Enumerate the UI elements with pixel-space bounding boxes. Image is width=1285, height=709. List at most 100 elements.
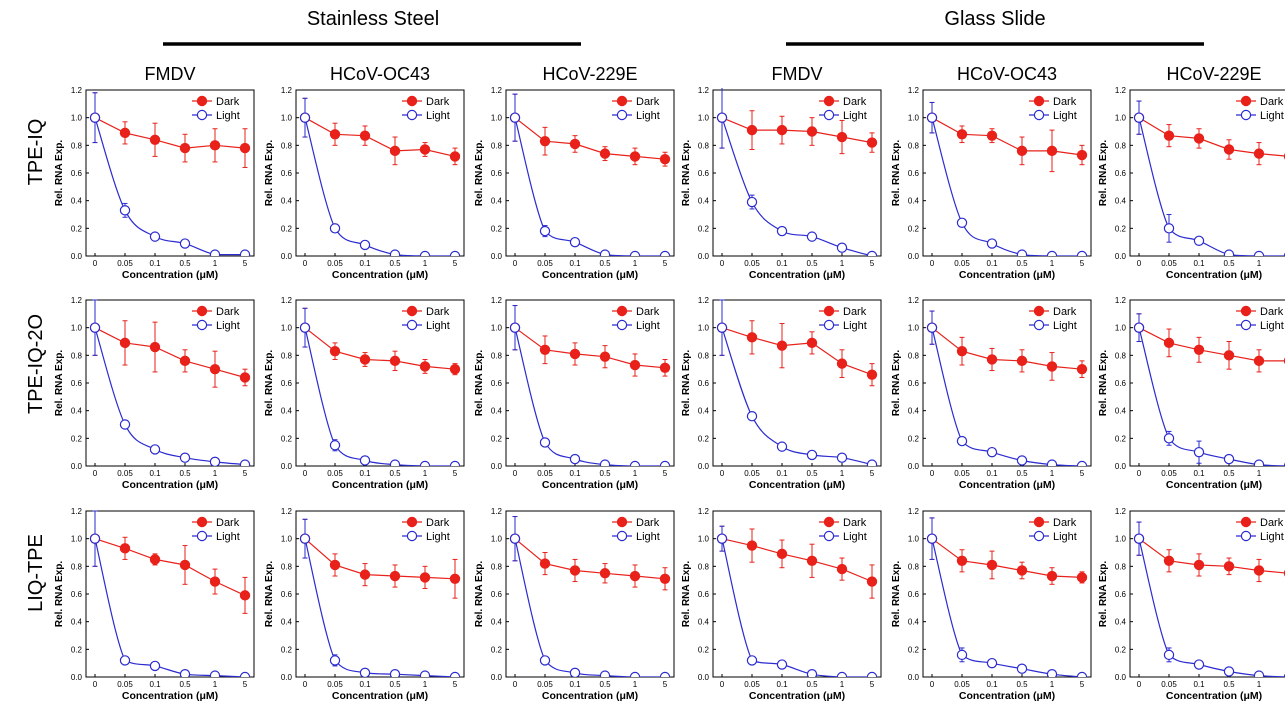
figure-headers: Stainless Steel Glass Slide TPE-IQ TPE-I… <box>25 8 1204 612</box>
data-point-light <box>1016 249 1028 256</box>
y-tick-label: 1.0 <box>908 114 920 123</box>
data-point-light <box>629 460 641 466</box>
y-tick-label: 0.2 <box>491 434 503 443</box>
y-tick-label: 1.2 <box>698 507 710 516</box>
x-tick-label: 0.05 <box>117 469 133 478</box>
data-point-dark <box>1193 559 1205 571</box>
data-point-dark <box>1163 337 1175 349</box>
data-point-light <box>449 250 461 256</box>
legend-label: Dark <box>216 306 240 318</box>
x-tick-label: 1 <box>840 469 845 478</box>
y-tick-label: 0.2 <box>698 434 710 443</box>
data-point-dark <box>209 576 221 587</box>
x-axis-label: Concentration (μM) <box>542 269 638 281</box>
data-point-light <box>149 660 161 672</box>
x-tick-label: 0.1 <box>776 259 788 268</box>
data-point-light <box>149 444 161 455</box>
data-point-dark <box>419 361 431 372</box>
data-point-dark <box>776 548 788 560</box>
data-point-light <box>389 249 401 256</box>
x-tick-label: 5 <box>243 680 248 689</box>
legend-marker <box>1240 516 1252 528</box>
y-tick-label: 0.2 <box>281 645 293 654</box>
y-tick-label: 0.2 <box>1115 645 1127 654</box>
y-tick-label: 0.8 <box>491 351 503 360</box>
chart-panel-r0-c4: HCoV-OC43 0.0 0.2 0.4 0.6 0.8 1.0 1.2 0 0.05 0.1 0.… <box>891 64 1092 281</box>
y-tick-label: 0.0 <box>1115 462 1127 471</box>
data-point-dark <box>659 362 671 373</box>
data-point-dark <box>836 131 848 143</box>
legend-label: Dark <box>636 96 660 108</box>
y-tick-label: 0.0 <box>908 252 920 261</box>
data-point-light <box>659 460 671 466</box>
y-tick-label: 0.0 <box>491 252 503 261</box>
data-point-dark <box>149 134 161 145</box>
x-tick-label: 0 <box>720 259 725 268</box>
legend-label: Dark <box>1260 306 1284 318</box>
series-line-dark <box>721 327 873 376</box>
legend-label: Dark <box>1260 96 1284 108</box>
series-line-light <box>514 538 665 677</box>
legend-marker <box>823 305 835 317</box>
chart-panel-r0-c0: FMDV 0.0 0.2 0.4 0.6 0.8 1.0 1.2 0 0.05 0.1 0.5 1 5 Co… <box>54 64 255 281</box>
x-tick-label: 0.1 <box>569 469 581 478</box>
legend-marker <box>196 530 208 542</box>
data-point-light <box>956 435 968 447</box>
y-tick-label: 0.2 <box>698 645 710 654</box>
data-point-dark <box>359 569 371 580</box>
x-tick-label: 0.1 <box>986 259 998 268</box>
data-point-light <box>599 249 611 256</box>
data-point-light <box>986 657 998 669</box>
data-point-light <box>179 238 191 249</box>
x-tick-label: 0.5 <box>599 259 611 268</box>
data-point-dark <box>1163 555 1175 567</box>
x-tick-label: 5 <box>663 469 668 478</box>
legend-label: Dark <box>426 517 450 529</box>
series-line-dark <box>721 538 873 583</box>
legend-marker <box>823 319 835 331</box>
legend-marker <box>1240 305 1252 317</box>
legend-marker <box>616 95 628 107</box>
x-tick-label: 5 <box>1080 469 1085 478</box>
data-point-light <box>89 322 101 333</box>
legend-marker <box>1240 319 1252 331</box>
data-point-light <box>866 250 878 256</box>
legend-marker <box>406 95 418 107</box>
data-point-light <box>539 437 551 448</box>
y-axis-label: Rel. RNA Exp. <box>54 561 65 628</box>
x-tick-label: 0.1 <box>1193 259 1205 268</box>
x-tick-label: 0 <box>930 259 935 268</box>
data-point-dark <box>806 337 818 349</box>
data-point-dark <box>599 148 611 159</box>
data-point-light <box>1016 455 1028 466</box>
x-tick-label: 0.05 <box>744 259 760 268</box>
x-tick-label: 0 <box>513 680 518 689</box>
legend-label: Dark <box>636 517 660 529</box>
y-tick-label: 1.0 <box>1115 535 1127 544</box>
x-tick-label: 0.05 <box>954 469 970 478</box>
y-tick-label: 0.4 <box>491 618 503 627</box>
chart-panel-r0-c3: FMDV 0.0 0.2 0.4 0.6 0.8 1.0 1.2 0 0.05 0.1 0.5 1 5 Co… <box>681 64 882 281</box>
y-tick-label: 0.2 <box>491 224 503 233</box>
data-point-light <box>986 446 998 458</box>
x-tick-label: 0.05 <box>1161 680 1177 689</box>
x-axis-label: Concentration (μM) <box>959 690 1055 702</box>
x-tick-label: 1 <box>213 469 218 478</box>
series-light <box>509 305 671 466</box>
data-point-light <box>1133 322 1145 333</box>
y-axis-label: Rel. RNA Exp. <box>54 140 65 207</box>
data-point-light <box>836 671 848 677</box>
legend-marker <box>616 319 628 331</box>
x-tick-label: 0.5 <box>1223 259 1235 268</box>
y-tick-label: 0.0 <box>1115 673 1127 682</box>
x-tick-label: 0.05 <box>744 469 760 478</box>
y-tick-label: 1.0 <box>281 535 293 544</box>
x-tick-label: 0.5 <box>1223 680 1235 689</box>
data-point-dark <box>539 558 551 569</box>
data-point-light <box>926 112 938 123</box>
legend-label: Dark <box>636 306 660 318</box>
data-point-light <box>776 659 788 670</box>
x-tick-label: 0.5 <box>1016 259 1028 268</box>
data-point-light <box>1163 223 1175 234</box>
series-line-light <box>94 538 246 677</box>
